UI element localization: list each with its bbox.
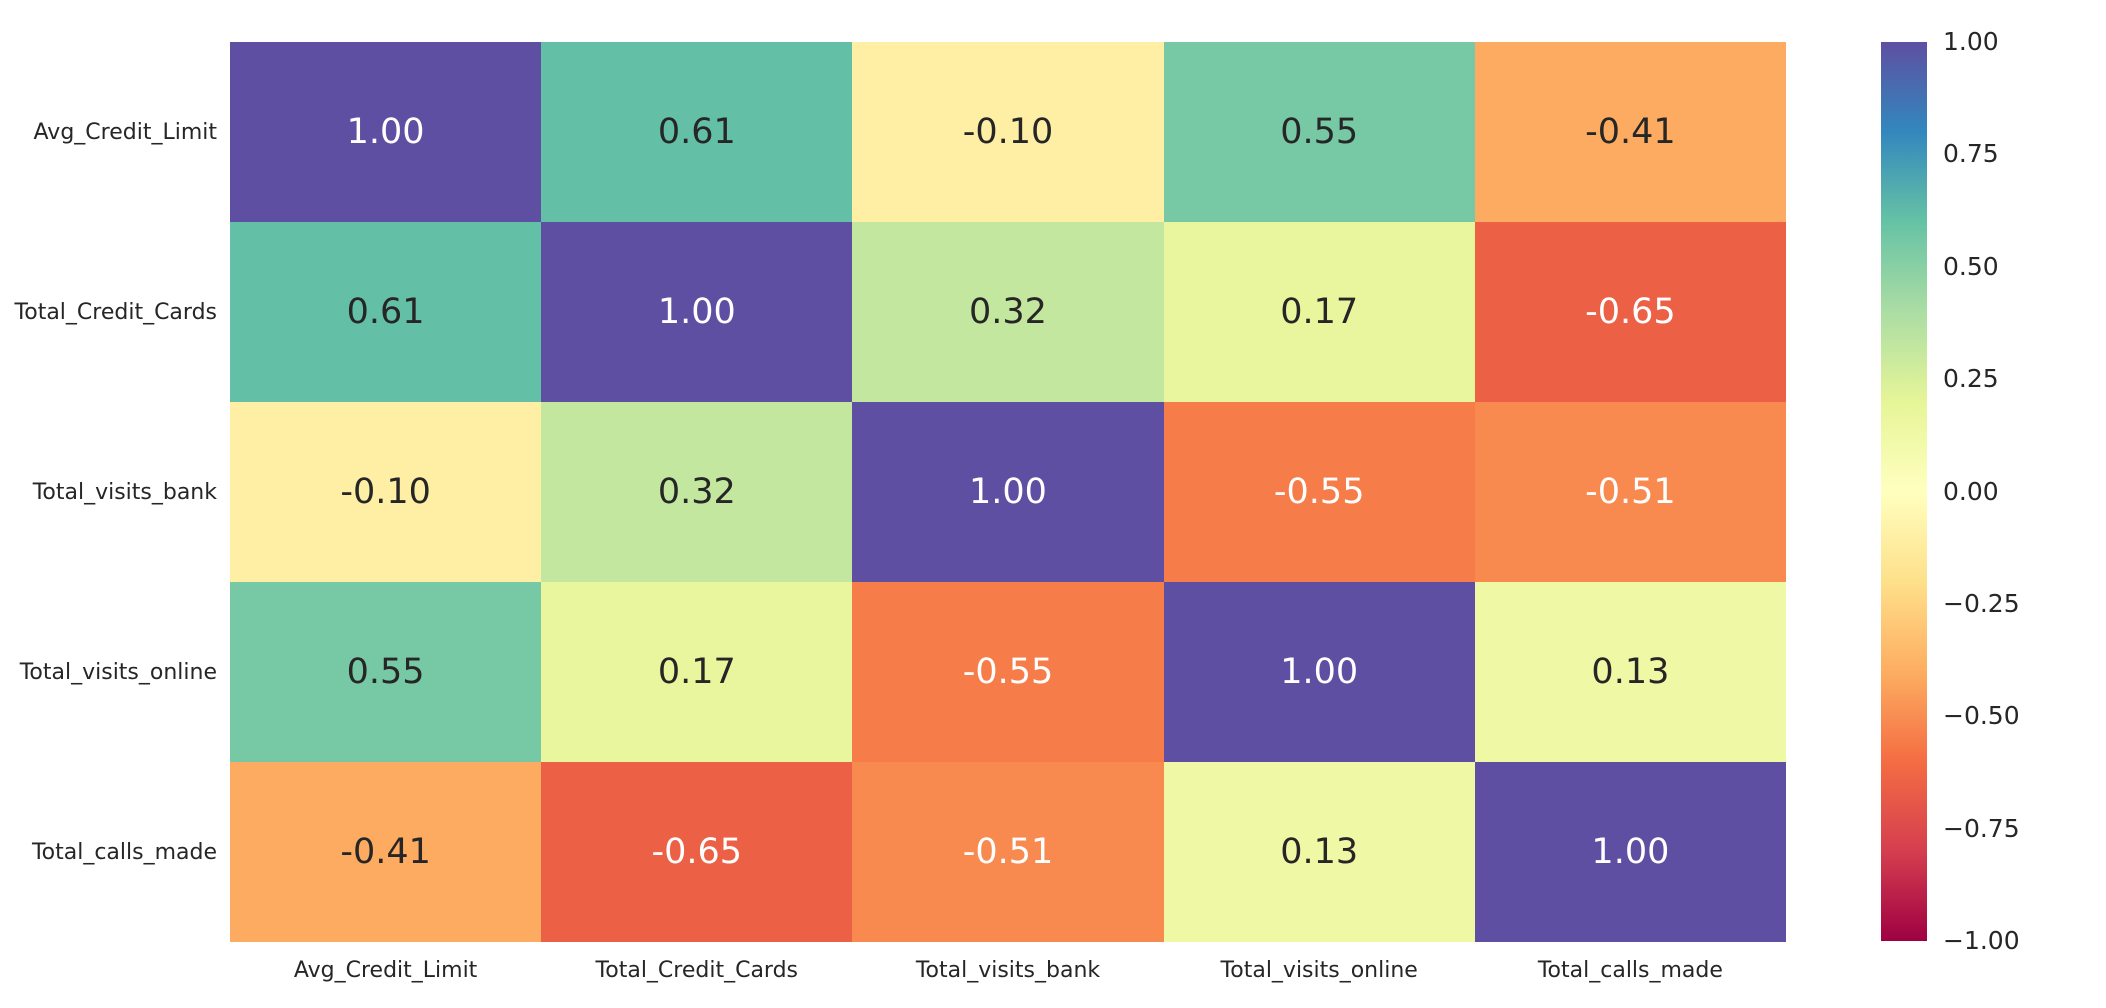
- heatmap-cell: 0.55: [230, 582, 542, 762]
- heatmap-cell: -0.41: [230, 762, 542, 942]
- heatmap-cell: 0.13: [1163, 762, 1475, 942]
- heatmap-cell: -0.10: [852, 42, 1164, 222]
- cell-value: 0.55: [1280, 112, 1359, 152]
- cell-value: 0.13: [1591, 652, 1670, 692]
- heatmap-cell: 1.00: [852, 402, 1164, 582]
- x-tick-label: Total_calls_made: [1537, 957, 1723, 983]
- cell-value: -0.55: [1273, 472, 1365, 512]
- cell-value: -0.65: [651, 832, 743, 872]
- heatmap-cell: 0.17: [541, 582, 853, 762]
- heatmap-cell: 1.00: [1163, 582, 1475, 762]
- cell-value: 0.61: [657, 112, 736, 152]
- cell-value: 1.00: [346, 112, 425, 152]
- cell-value: 1.00: [969, 472, 1047, 512]
- x-tick-label: Total_visits_online: [1220, 957, 1418, 983]
- y-tick-label: Total_Credit_Cards: [14, 299, 217, 325]
- cell-value: 0.55: [346, 652, 425, 692]
- cell-value: 0.32: [969, 292, 1047, 332]
- cell-value: -0.51: [1585, 472, 1676, 512]
- y-tick-label: Avg_Credit_Limit: [33, 119, 217, 145]
- y-tick-label: Total_calls_made: [31, 839, 217, 865]
- heatmap-cell: -0.51: [852, 762, 1164, 942]
- colorbar-tick-label: −0.25: [1943, 588, 2020, 618]
- heatmap-cell: 0.61: [541, 42, 853, 222]
- heatmap-cell: -0.55: [852, 582, 1164, 762]
- colorbar-tick-label: 0.75: [1943, 139, 1999, 169]
- cell-value: -0.41: [1585, 112, 1676, 152]
- colorbar-tick-label: 0.00: [1943, 476, 1999, 506]
- cell-value: 1.00: [1591, 832, 1670, 872]
- y-axis-labels: Avg_Credit_Limit Total_Credit_Cards Total_…: [0, 42, 217, 942]
- cell-value: 1.00: [1280, 652, 1359, 692]
- cell-value: 0.17: [657, 652, 736, 692]
- heatmap-cell: 1.00: [541, 222, 853, 402]
- heatmap-cell: -0.51: [1474, 402, 1786, 582]
- heatmap-cell: -0.55: [1163, 402, 1475, 582]
- cell-value: -0.55: [962, 652, 1054, 692]
- heatmap-cell: 0.17: [1163, 222, 1475, 402]
- y-tick-label: Total_visits_bank: [32, 479, 217, 505]
- x-tick-label: Avg_Credit_Limit: [293, 957, 478, 983]
- colorbar-tick-label: 1.00: [1943, 27, 1999, 56]
- heatmap-cell: 0.32: [541, 402, 853, 582]
- colorbar-tick-label: 0.50: [1943, 251, 1999, 281]
- cell-value: -0.51: [962, 832, 1054, 872]
- heatmap-grid: 1.00 0.61 -0.10 0.55 -0.41 0.61 1.00 0.32 0.17 -0…: [230, 42, 1786, 942]
- heatmap-cell: 0.32: [852, 222, 1164, 402]
- x-tick-label: Total_visits_bank: [915, 957, 1101, 983]
- cell-value: 1.00: [657, 292, 736, 332]
- y-tick-label: Total_visits_online: [19, 659, 217, 685]
- heatmap-cell: 1.00: [230, 42, 542, 222]
- cell-value: -0.10: [962, 112, 1054, 152]
- cell-value: -0.65: [1585, 292, 1676, 332]
- cell-value: 0.17: [1280, 292, 1359, 332]
- colorbar: [1881, 42, 1927, 941]
- colorbar-tick-label: −0.75: [1943, 813, 2020, 843]
- heatmap-cell: 0.61: [230, 222, 542, 402]
- cell-value: 0.32: [657, 472, 736, 512]
- heatmap-cell: 1.00: [1474, 762, 1786, 942]
- cell-value: -0.41: [340, 832, 431, 872]
- heatmap-cell: -0.10: [230, 402, 542, 582]
- heatmap-cell: -0.65: [541, 762, 853, 942]
- colorbar-tick-label: 0.25: [1943, 364, 1999, 394]
- x-tick-label: Total_Credit_Cards: [595, 957, 799, 983]
- heatmap-cell: 0.13: [1474, 582, 1786, 762]
- colorbar-tick-label: −1.00: [1943, 926, 2020, 955]
- cell-value: -0.10: [340, 472, 431, 512]
- x-axis-labels: Avg_Credit_Limit Total_Credit_Cards Total_…: [230, 950, 1786, 990]
- heatmap-cell: -0.65: [1474, 222, 1786, 402]
- cell-value: 0.61: [346, 292, 425, 332]
- cell-value: 0.13: [1280, 832, 1359, 872]
- heatmap-cell: 0.55: [1163, 42, 1475, 222]
- heatmap-cell: -0.41: [1474, 42, 1786, 222]
- colorbar-tick-label: −0.50: [1943, 701, 2020, 731]
